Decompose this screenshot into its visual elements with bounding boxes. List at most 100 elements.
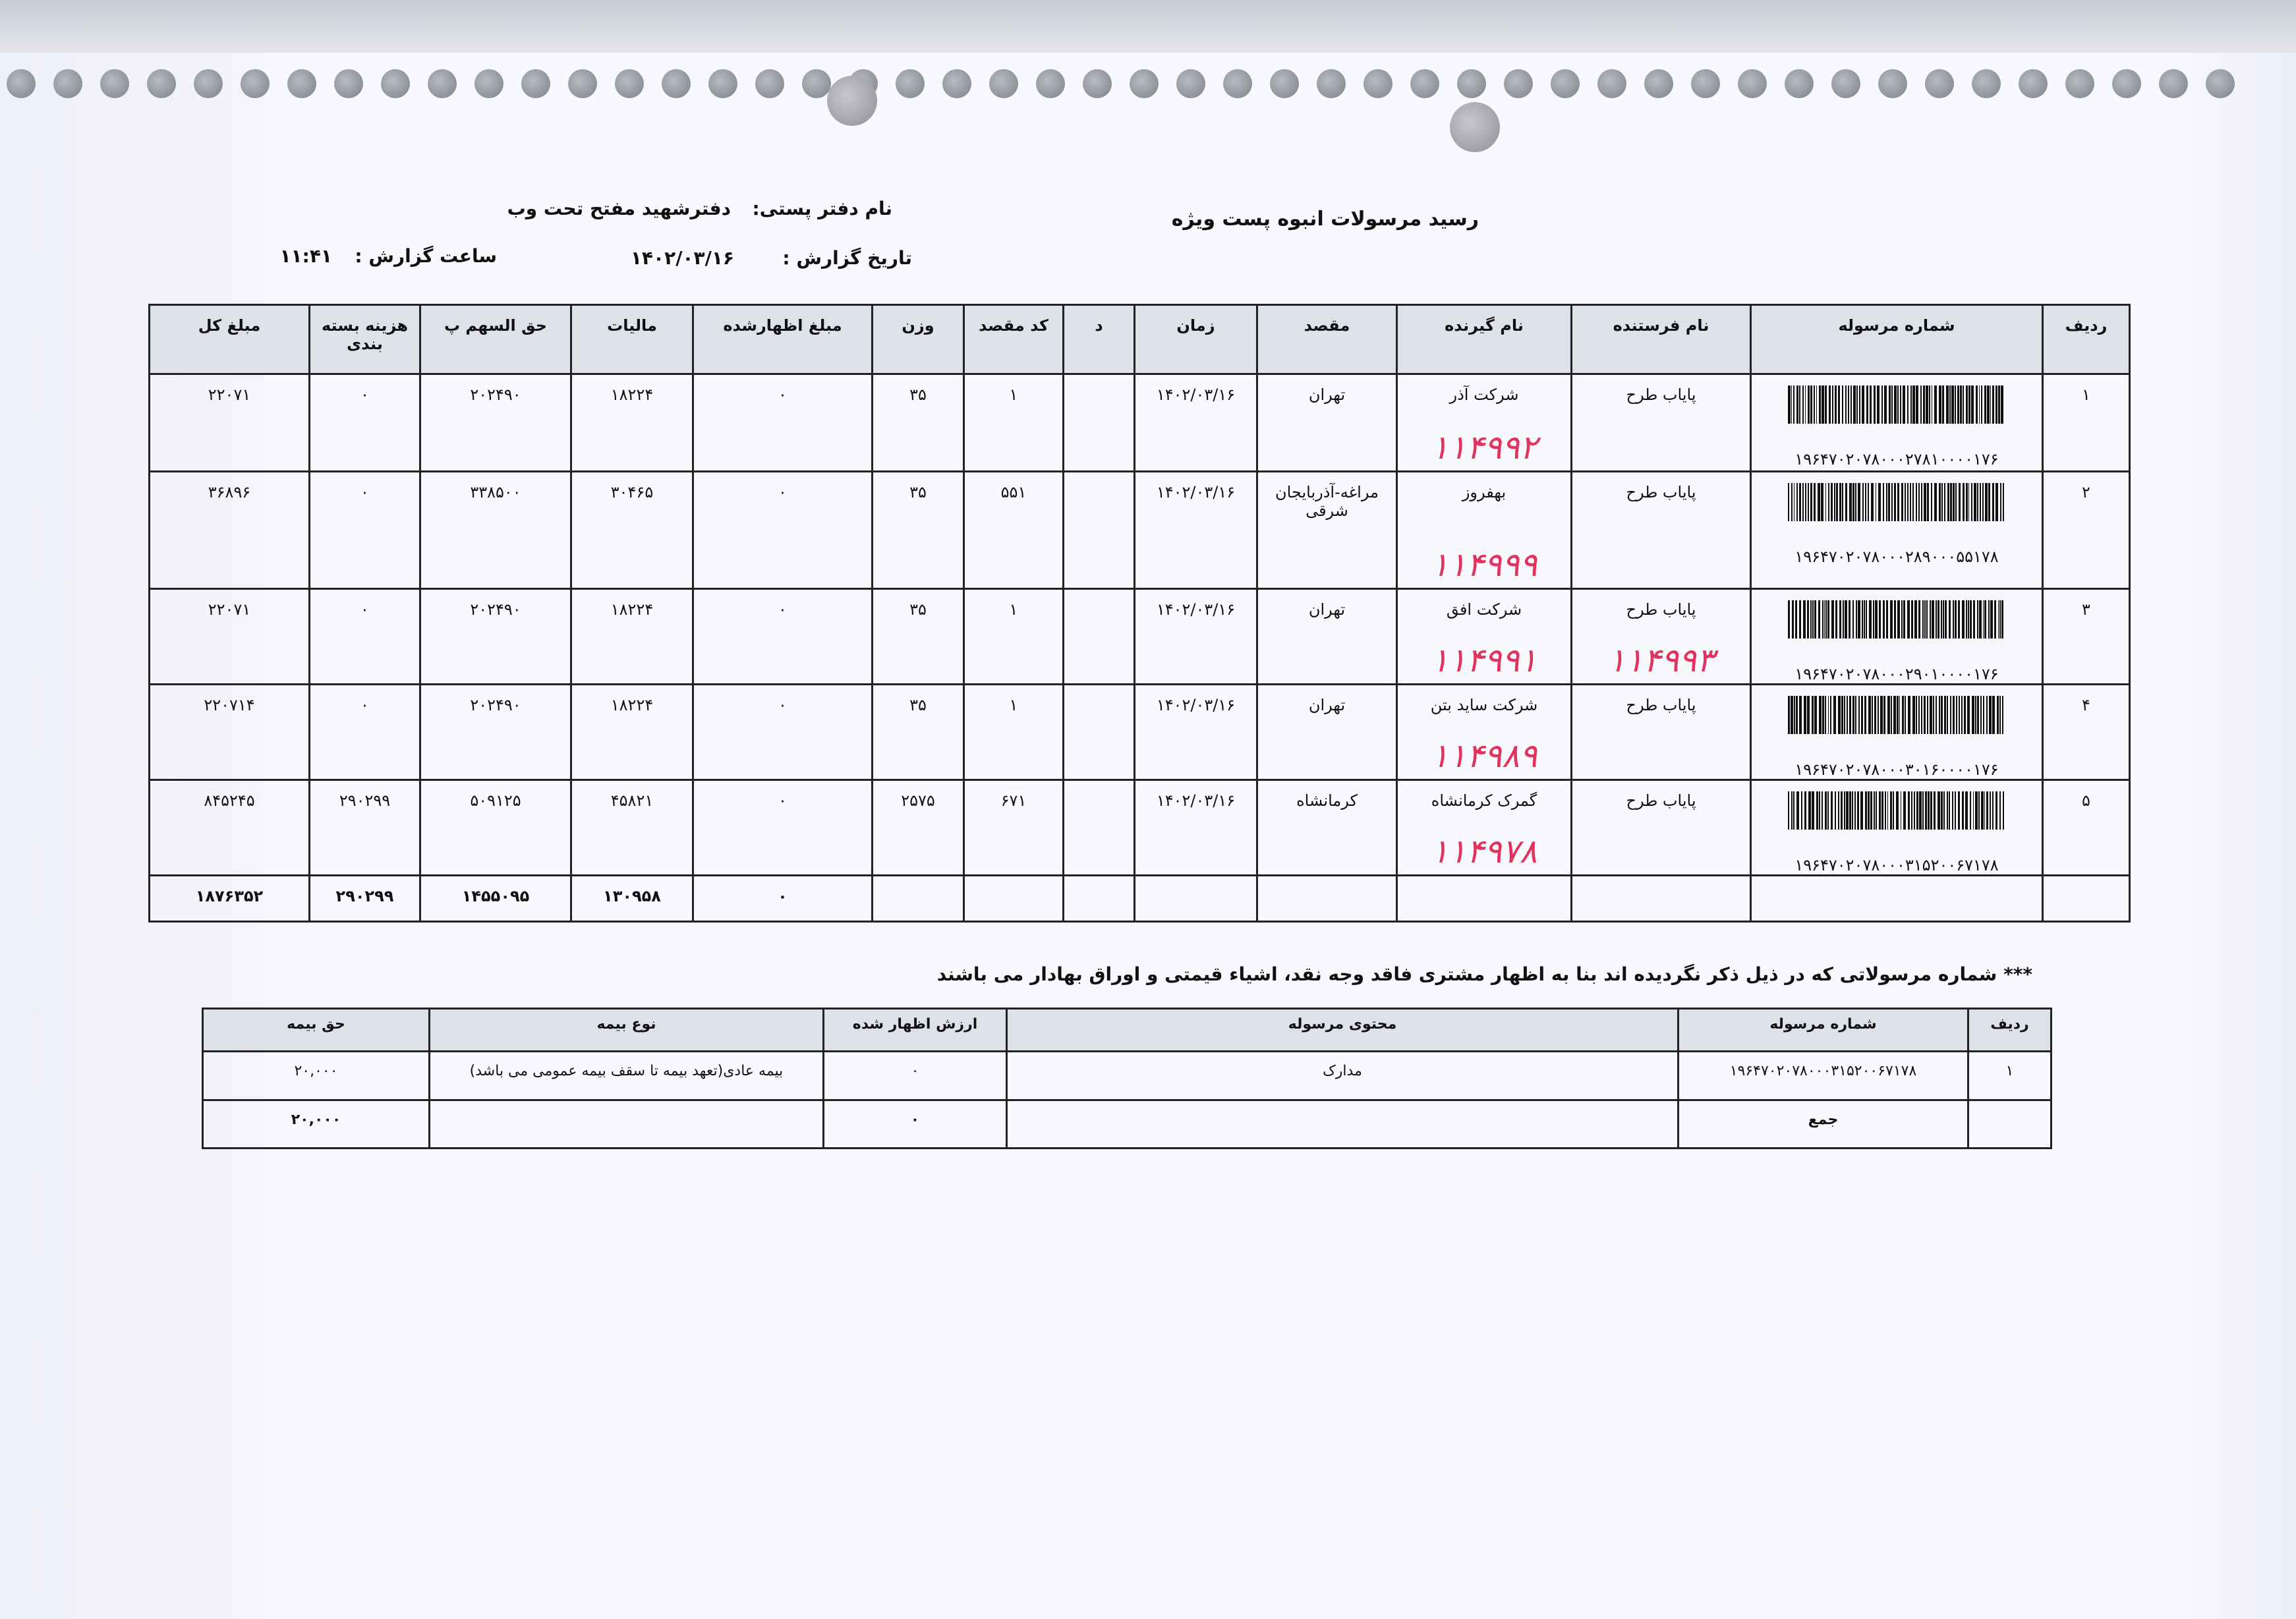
column-header: مبلغ اظهارشده — [692, 304, 873, 375]
office-label: نام دفتر پستی: — [752, 198, 892, 219]
cell-text: شرکت آذر — [1449, 385, 1519, 404]
cell-text: ۰ — [778, 600, 787, 619]
cell-text: ۰ — [360, 385, 369, 404]
cell-time: ۱۴۰۲/۰۳/۱۶ — [1134, 588, 1258, 685]
cell-text: ۱ — [1009, 600, 1018, 619]
cell-text: ۳۶۸۹۶ — [208, 483, 251, 501]
cell-time: ۱۴۰۲/۰۳/۱۶ — [1134, 683, 1258, 781]
punch-hole — [1831, 69, 1860, 98]
cell-tax: ۱۸۲۲۴ — [570, 683, 694, 781]
cell-text: ۲۰۲۴۹۰ — [470, 385, 521, 404]
cell-sender: پایاب طرح — [1570, 779, 1752, 876]
total-declared: ۰ — [692, 874, 873, 923]
cell-d — [1062, 470, 1135, 590]
cell-packing: ۰ — [308, 373, 421, 472]
cell-radif: ۵ — [2042, 779, 2131, 876]
cell-weight: ۳۵ — [871, 470, 965, 590]
punch-hole — [287, 69, 316, 98]
punch-hole — [1317, 69, 1346, 98]
cell-text: ۲۹۰۲۹۹ — [339, 791, 391, 810]
total-d — [1062, 874, 1135, 923]
punch-hole-large — [827, 76, 877, 126]
cell-declared: ۰ — [692, 373, 873, 472]
punch-hole — [2019, 69, 2048, 98]
cell-text: پایاب طرح — [1626, 600, 1696, 619]
cell-dest_code: ۱ — [963, 683, 1064, 781]
punch-hole — [7, 69, 36, 98]
punch-hole — [1878, 69, 1907, 98]
handwritten-note: ۱۱۴۹۸۹ — [1431, 737, 1537, 775]
cell-text: ۳۵ — [909, 483, 927, 501]
cell-text: پایاب طرح — [1626, 385, 1696, 404]
cell-time: ۱۴۰۲/۰۳/۱۶ — [1134, 470, 1258, 590]
cell-barcode: ۱۹۶۴۷۰۲۰۷۸۰۰۰۲۷۸۱۰۰۰۰۱۷۶ — [1750, 373, 2044, 472]
cell-total: ۳۶۸۹۶ — [148, 470, 310, 590]
cell-type: بیمه عادی(تعهد بیمه تا سقف بیمه عمومی می… — [428, 1050, 824, 1101]
cell-text: ۸۴۵۲۴۵ — [204, 791, 255, 810]
cell-text: گمرک کرمانشاه — [1431, 791, 1537, 810]
scan-top-edge — [0, 0, 2296, 53]
punch-hole — [428, 69, 457, 98]
punch-hole — [474, 69, 503, 98]
punch-hole — [1972, 69, 2001, 98]
cell-time: ۱۴۰۲/۰۳/۱۶ — [1134, 779, 1258, 876]
column-header: زمان — [1134, 304, 1258, 375]
cell-text: ۰ — [360, 696, 369, 714]
punch-hole — [1410, 69, 1439, 98]
report-time-label: ساعت گزارش : — [355, 245, 497, 267]
punch-hole — [1597, 69, 1626, 98]
total-radif — [2042, 874, 2131, 923]
barcode-number: ۱۹۶۴۷۰۲۰۷۸۰۰۰۳۱۵۲۰۰۶۷۱۷۸ — [1794, 856, 1999, 874]
cell-text: ۳۵ — [909, 696, 927, 714]
cell-text: ۳۰۴۶۵ — [610, 483, 654, 501]
cell-text: ۱۴۰۲/۰۳/۱۶ — [1156, 696, 1236, 714]
report-date-label: تاریخ گزارش : — [782, 247, 912, 269]
punch-hole — [521, 69, 550, 98]
barcode-number: ۱۹۶۴۷۰۲۰۷۸۰۰۰۳۰۱۶۰۰۰۰۱۷۶ — [1794, 760, 1999, 779]
punch-hole — [1551, 69, 1580, 98]
insurance-table: ردیف شماره مرسوله محتوی مرسوله ارزش اظهار ش… — [202, 1008, 2052, 1149]
punch-hole-large — [1450, 102, 1500, 152]
column-header: محتوی مرسوله — [1006, 1008, 1679, 1052]
column-header: ردیف — [2042, 304, 2131, 375]
punch-hole — [1130, 69, 1159, 98]
cell-barcode: ۱۹۶۴۷۰۲۰۷۸۰۰۰۳۱۵۲۰۰۶۷۱۷۸ — [1677, 1050, 1969, 1101]
office-value: دفترشهید مفتح تحت وب — [507, 198, 731, 219]
cell-barcode: ۱۹۶۴۷۰۲۰۷۸۰۰۰۳۰۱۶۰۰۰۰۱۷۶ — [1750, 683, 2044, 781]
column-header: مقصد — [1256, 304, 1398, 375]
barcode-number: ۱۹۶۴۷۰۲۰۷۸۰۰۰۲۸۹۰۰۰۵۵۱۷۸ — [1794, 548, 1999, 566]
cell-text: تهران — [1308, 696, 1346, 714]
cell-sender: پایاب طرح — [1570, 470, 1752, 590]
cell-radif: ۱ — [1967, 1050, 2052, 1101]
cell-text: ۱ — [1009, 696, 1018, 714]
column-header: نام گیرنده — [1396, 304, 1572, 375]
declaration-note: *** شماره مرسولاتی که در ذیل ذکر نگردیده… — [936, 963, 2032, 985]
punch-hole — [1785, 69, 1814, 98]
cell-total: ۲۲۰۷۱۴ — [148, 683, 310, 781]
cell-text: ۰ — [360, 600, 369, 619]
column-header: مبلغ کل — [148, 304, 310, 375]
total-empty — [1006, 1099, 1679, 1149]
page-title: رسید مرسولات انبوه پست ویژه — [1171, 208, 1479, 231]
cell-declared: ۰ — [692, 588, 873, 685]
barcode-image — [1787, 483, 2005, 521]
shipments-table: ردیف شماره مرسوله نام فرستنده نام گیرنده مقص… — [148, 304, 2131, 923]
cell-dest_code: ۱ — [963, 588, 1064, 685]
punch-hole — [147, 69, 176, 98]
cell-text: ۵۰۹۱۲۵ — [470, 791, 521, 810]
column-header: شماره مرسوله — [1677, 1008, 1969, 1052]
cell-tax: ۳۰۴۶۵ — [570, 470, 694, 590]
punch-hole — [942, 69, 971, 98]
punch-hole — [896, 69, 925, 98]
cell-receiver: شرکت افق ۱۱۴۹۹۱ — [1396, 588, 1572, 685]
cell-text: ۶۷۱ — [1000, 791, 1027, 810]
punch-hole — [1504, 69, 1533, 98]
cell-weight: ۳۵ — [871, 373, 965, 472]
table-row: ۲ ۱۹۶۴۷۰۲۰۷۸۰۰۰۲۸۹۰۰۰۵۵۱۷۸ پایاب طرح بهفروز… — [148, 470, 2131, 590]
barcode-image — [1787, 696, 2005, 734]
cell-weight: ۲۵۷۵ — [871, 779, 965, 876]
cell-dest_code: ۶۷۱ — [963, 779, 1064, 876]
column-header: نام فرستنده — [1570, 304, 1752, 375]
cell-text: مراغه-آذربایجان شرقی — [1275, 483, 1379, 520]
cell-text: ۲ — [2082, 483, 2090, 501]
